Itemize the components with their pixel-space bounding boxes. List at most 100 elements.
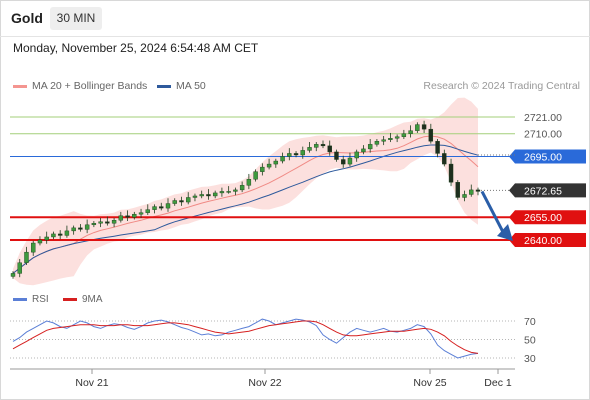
candle-body [44,236,49,241]
candle-body [206,194,211,197]
research-credit: Research © 2024 Trading Central [423,80,580,92]
rsi-tick-30: 30 [524,353,536,365]
candle-body [293,153,299,156]
candle-body [219,191,225,194]
candle-body [327,145,332,153]
candle-body [314,144,319,148]
candle-body [307,147,312,151]
rsi-swatch [13,298,27,301]
candle-body [84,224,90,230]
candle-body [347,157,353,165]
candle-body [421,124,427,130]
timeframe-badge[interactable]: 30 MIN [50,7,102,30]
x-tick-label-0: Nov 21 [75,377,108,389]
current-price-text: 2672.65 [524,185,562,197]
rsi-series-9MA [12,320,479,354]
candle-body [71,227,76,232]
candle-body [408,130,413,134]
candle-body [435,141,440,154]
level-tag-2655.00 [509,210,586,225]
x-tick-label-2: Nov 25 [413,377,446,389]
symbol-label: Gold [11,10,43,26]
level-label-2721.00: 2721.00 [524,112,562,124]
candle-body [37,239,43,244]
bollinger-band-fill [13,97,478,286]
candle-body [253,171,258,180]
candle-body [361,148,366,153]
candle-body [78,227,83,230]
candle-body [462,194,467,198]
candle-body [212,192,218,197]
candle-body [199,194,204,197]
candle-body [125,215,130,218]
forecast-arrow-head [497,224,513,241]
candle-body [469,189,474,195]
candle-body [17,262,22,274]
bollinger-swatch [13,84,27,88]
candle-body [354,151,359,159]
candle-body [448,163,454,183]
candle-body [260,166,265,172]
candle-body [233,189,238,192]
candle-body [57,233,63,236]
candle-body [24,251,29,263]
candle-body [374,141,380,145]
ma50-swatch [157,84,171,88]
current-price-tag [509,183,586,198]
candle-body [455,182,460,198]
candle-body [320,144,326,147]
candle-body [138,212,144,215]
level-tag-2640.00 [509,233,586,247]
candle-body [179,200,184,203]
legend-bollinger: MA 20 + Bollinger Bands [13,80,147,92]
candle-body [105,221,110,224]
candle-body [192,195,198,198]
candle-body [172,200,177,204]
legend-bollinger-label: MA 20 + Bollinger Bands [32,80,148,92]
x-tick-label-3: Dec 1 [484,377,512,389]
candle-body [287,153,292,157]
level-tag-2695.00 [509,149,586,164]
legend-ma50-label: MA 50 [176,80,206,92]
candle-body [186,197,191,203]
candle-body [415,124,420,131]
candle-body [266,163,272,168]
candle-body [51,233,56,238]
ma20-line [12,135,479,274]
candle-body [64,230,70,236]
candle-body [239,185,245,191]
candle-body [246,179,252,186]
candle-body [381,139,386,142]
candle-body [226,191,231,193]
candle-body [118,215,124,221]
candle-body [10,273,16,277]
candle-body [159,206,164,209]
candle-body [401,133,407,137]
x-tick-label-1: Nov 22 [248,377,281,389]
candle-body [367,144,373,150]
candle-body [428,128,434,142]
candle-body [98,221,103,224]
candle-body [300,150,305,156]
candle-body [152,206,157,210]
candle-body [394,136,400,139]
level-label-2710.00: 2710.00 [524,129,562,141]
level-tag-text-2695.00: 2695.00 [524,151,562,163]
candle-body [475,189,481,192]
forecast-arrow-shaft [480,190,505,233]
legend-ma50: MA 50 [157,80,206,92]
candle-body [280,156,285,162]
candle-body [334,151,339,160]
rsi-tick-50: 50 [524,335,536,347]
legend-rsi-label: RSI [32,294,49,305]
rsi-tick-70: 70 [524,316,536,328]
chart-header: Gold 30 MIN [0,0,590,36]
candle-body [273,160,279,165]
candle-body [145,209,150,213]
candle-body [442,153,447,165]
ma-swatch [63,298,77,301]
candle-body [165,203,171,209]
legend-9ma-label: 9MA [82,294,103,305]
chart-timestamp: Monday, November 25, 2024 6:54:48 AM CET [13,41,259,55]
